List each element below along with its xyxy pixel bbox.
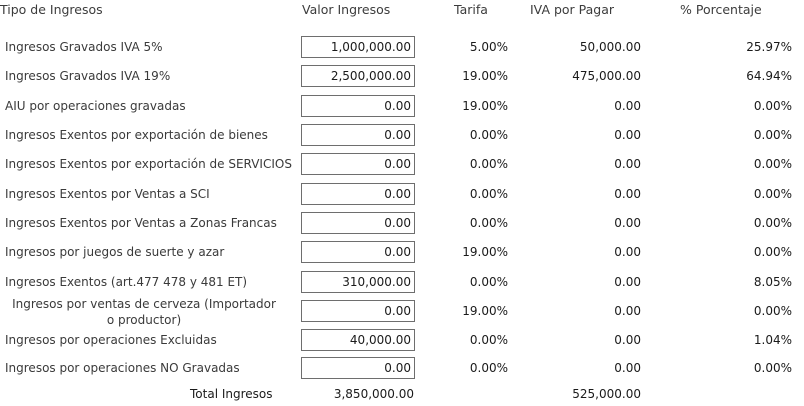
- income-row: Ingresos Exentos por exportación de bien…: [0, 122, 804, 150]
- row-label: Ingresos por ventas de cerveza (Importad…: [12, 297, 276, 327]
- iva-value: 50,000.00: [579, 40, 641, 54]
- total-iva: 525,000.00: [572, 387, 641, 401]
- row-label: Ingresos Exentos por exportación de bien…: [5, 128, 268, 142]
- porcentaje-value: 25.97%: [746, 40, 792, 54]
- porcentaje-value: 0.00%: [753, 216, 792, 230]
- income-row: Ingresos Exentos por Ventas a Zonas Fran…: [0, 210, 804, 238]
- porcentaje-value: 0.00%: [753, 187, 792, 201]
- iva-value: 0.00: [614, 304, 641, 318]
- tarifa-value: 0.00%: [469, 128, 508, 142]
- iva-value: 0.00: [614, 216, 641, 230]
- income-row: Ingresos Gravados IVA 5% 1,000,000.00 5.00…: [0, 34, 804, 62]
- header-iva: IVA por Pagar: [530, 2, 615, 17]
- iva-value: 0.00: [614, 99, 641, 113]
- valor-ingresos-input[interactable]: 2,500,000.00: [301, 65, 415, 87]
- valor-ingresos-input[interactable]: 0.00: [301, 241, 415, 263]
- iva-value: 0.00: [614, 187, 641, 201]
- valor-ingresos-input[interactable]: 40,000.00: [301, 329, 415, 351]
- income-row: Ingresos por operaciones Excluidas 40,000…: [0, 327, 804, 355]
- porcentaje-value: 0.00%: [753, 128, 792, 142]
- row-label: Ingresos Exentos por exportación de SERV…: [5, 157, 292, 171]
- valor-ingresos-input[interactable]: 0.00: [301, 212, 415, 234]
- porcentaje-value: 0.00%: [753, 361, 792, 375]
- row-label: Ingresos por juegos de suerte y azar: [5, 245, 225, 259]
- income-row: Ingresos por operaciones NO Gravadas 0.00…: [0, 355, 804, 383]
- row-label: Ingresos por operaciones Excluidas: [5, 333, 217, 347]
- valor-ingresos-input[interactable]: 0.00: [301, 183, 415, 205]
- income-row: Ingresos Exentos por exportación de SERV…: [0, 151, 804, 179]
- tarifa-value: 19.00%: [462, 245, 508, 259]
- header-porcentaje: % Porcentaje: [680, 2, 762, 17]
- iva-value: 0.00: [614, 275, 641, 289]
- porcentaje-value: 0.00%: [753, 157, 792, 171]
- header-tarifa: Tarifa: [454, 2, 488, 17]
- row-label: Ingresos por operaciones NO Gravadas: [5, 361, 240, 375]
- tarifa-value: 0.00%: [469, 361, 508, 375]
- tarifa-value: 5.00%: [469, 40, 508, 54]
- iva-value: 475,000.00: [572, 69, 641, 83]
- porcentaje-value: 64.94%: [746, 69, 792, 83]
- valor-ingresos-input[interactable]: 0.00: [301, 300, 415, 322]
- row-label: AIU por operaciones gravadas: [5, 99, 186, 113]
- tarifa-value: 19.00%: [462, 99, 508, 113]
- porcentaje-value: 0.00%: [753, 245, 792, 259]
- valor-ingresos-input[interactable]: 0.00: [301, 357, 415, 379]
- tarifa-value: 0.00%: [469, 275, 508, 289]
- income-row: Ingresos Exentos (art.477 478 y 481 ET) 3…: [0, 269, 804, 297]
- row-label: Ingresos Exentos por Ventas a Zonas Fran…: [5, 216, 277, 230]
- valor-ingresos-input[interactable]: 0.00: [301, 95, 415, 117]
- row-label: Ingresos Gravados IVA 5%: [5, 40, 163, 54]
- valor-ingresos-input[interactable]: 0.00: [301, 153, 415, 175]
- income-row: Ingresos por ventas de cerveza (Importad…: [0, 297, 804, 327]
- iva-value: 0.00: [614, 245, 641, 259]
- valor-ingresos-input[interactable]: 310,000.00: [301, 271, 415, 293]
- iva-value: 0.00: [614, 128, 641, 142]
- income-row: Ingresos Exentos por Ventas a SCI 0.00 0.0…: [0, 181, 804, 209]
- income-row: AIU por operaciones gravadas 0.00 19.00% 0.…: [0, 93, 804, 121]
- iva-value: 0.00: [614, 157, 641, 171]
- iva-value: 0.00: [614, 333, 641, 347]
- total-label: Total Ingresos: [190, 387, 273, 401]
- income-row: Ingresos Gravados IVA 19% 2,500,000.00 19.…: [0, 63, 804, 91]
- tarifa-value: 19.00%: [462, 69, 508, 83]
- tarifa-value: 0.00%: [469, 157, 508, 171]
- row-label: Ingresos Gravados IVA 19%: [5, 69, 171, 83]
- iva-value: 0.00: [614, 361, 641, 375]
- tarifa-value: 19.00%: [462, 304, 508, 318]
- total-valor: 3,850,000.00: [333, 387, 414, 401]
- tarifa-value: 0.00%: [469, 187, 508, 201]
- tarifa-value: 0.00%: [469, 216, 508, 230]
- tarifa-value: 0.00%: [469, 333, 508, 347]
- porcentaje-value: 8.05%: [753, 275, 792, 289]
- porcentaje-value: 1.04%: [753, 333, 792, 347]
- row-label: Ingresos Exentos (art.477 478 y 481 ET): [5, 275, 248, 289]
- porcentaje-value: 0.00%: [753, 304, 792, 318]
- header-tipo: Tipo de Ingresos: [0, 2, 103, 17]
- porcentaje-value: 0.00%: [753, 99, 792, 113]
- income-row: Ingresos por juegos de suerte y azar 0.00…: [0, 239, 804, 267]
- valor-ingresos-input[interactable]: 0.00: [301, 124, 415, 146]
- row-label: Ingresos Exentos por Ventas a SCI: [5, 187, 210, 201]
- header-valor: Valor Ingresos: [302, 2, 391, 17]
- valor-ingresos-input[interactable]: 1,000,000.00: [301, 36, 415, 58]
